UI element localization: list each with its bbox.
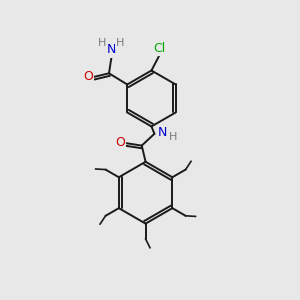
Text: Cl: Cl	[153, 42, 166, 55]
Text: O: O	[83, 70, 93, 83]
Text: H: H	[169, 132, 177, 142]
Text: H: H	[116, 38, 124, 48]
Text: H: H	[98, 38, 107, 48]
Text: N: N	[107, 43, 116, 56]
Text: O: O	[115, 136, 125, 149]
Text: N: N	[158, 126, 167, 140]
